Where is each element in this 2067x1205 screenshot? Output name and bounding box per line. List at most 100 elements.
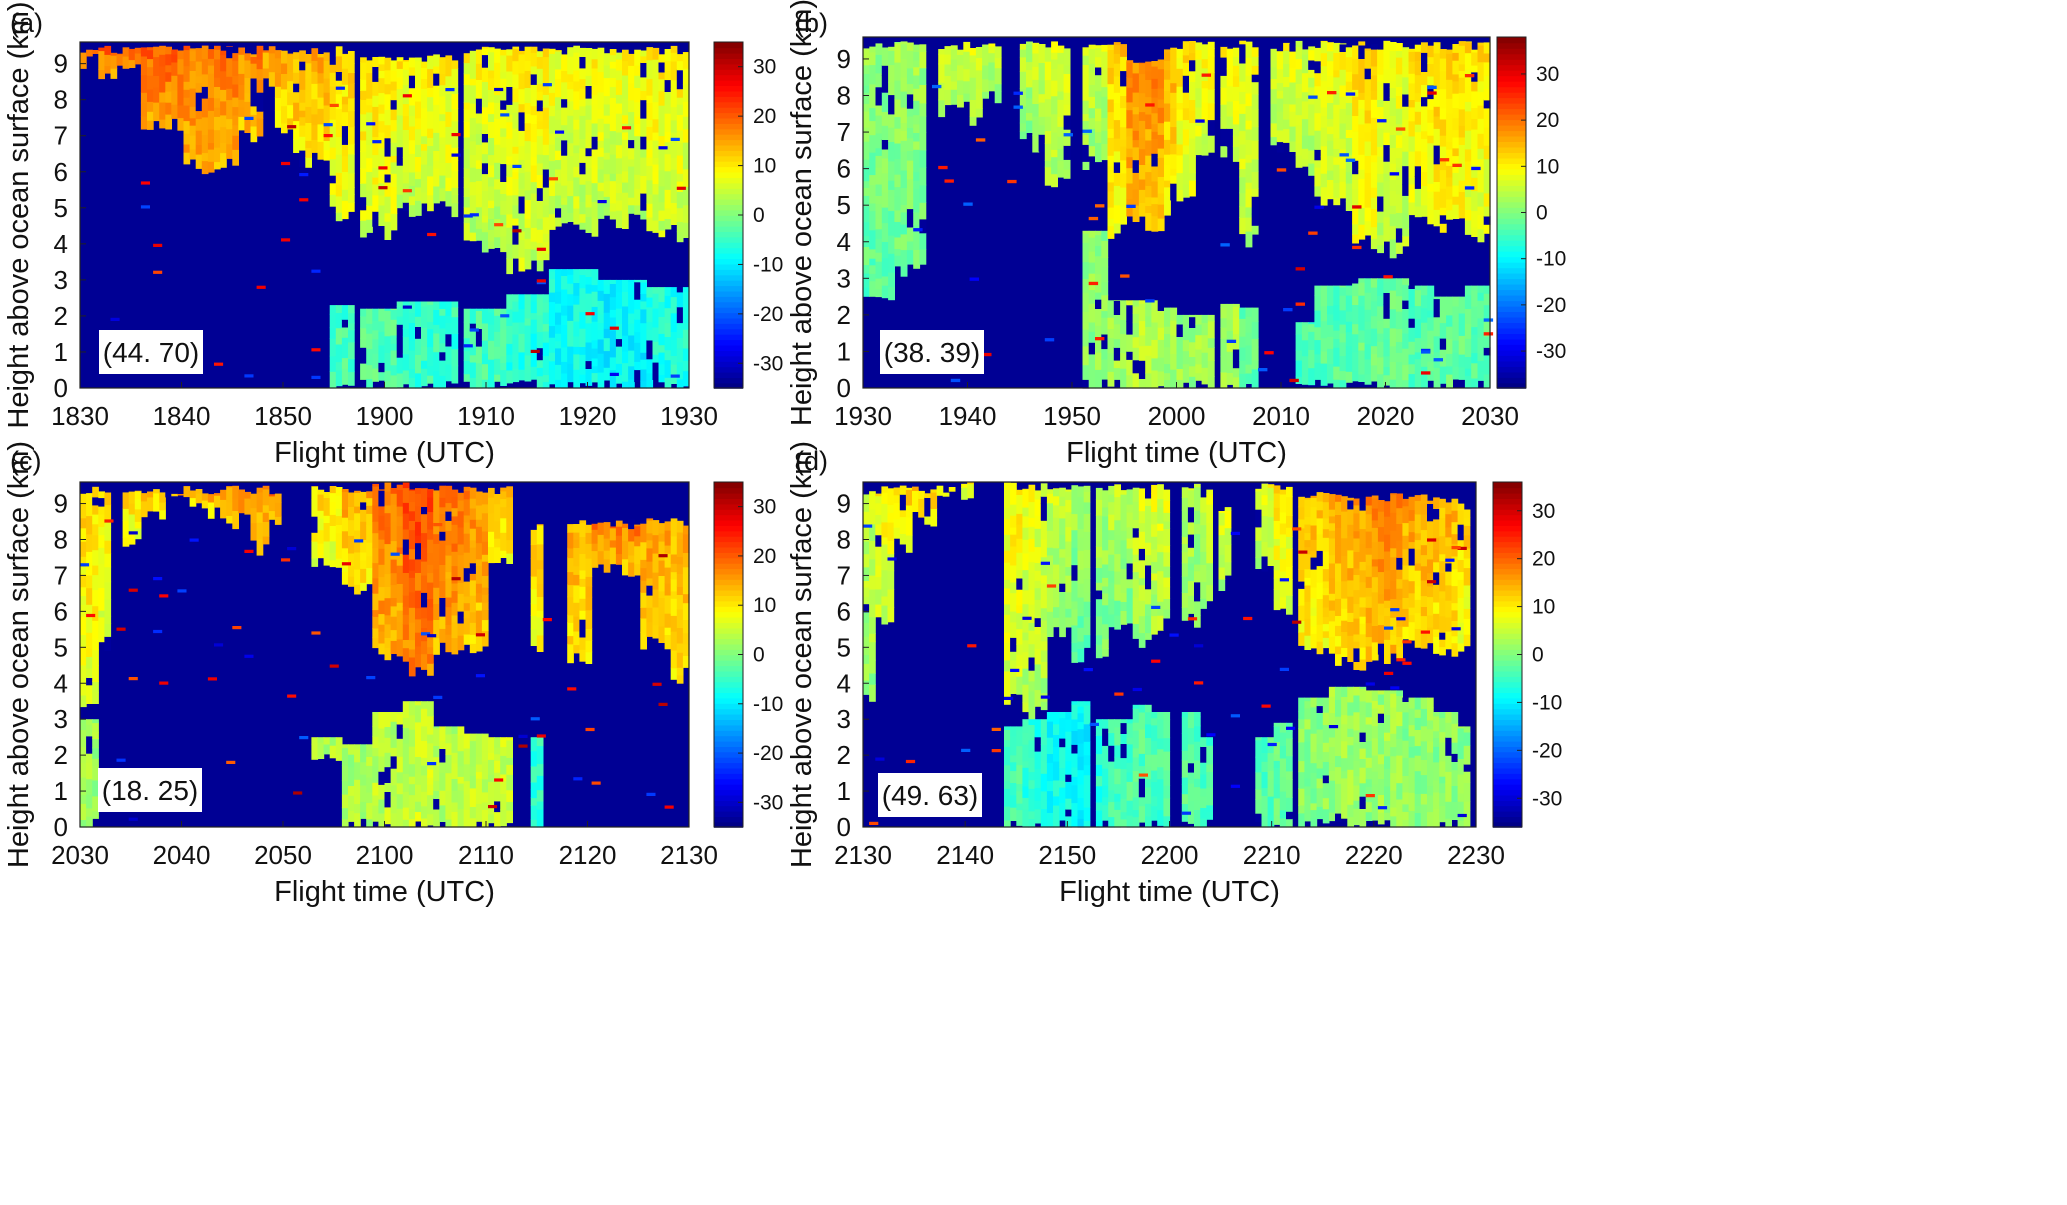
data-cell [1101,294,1109,312]
data-cell [463,581,471,597]
data-cell [354,539,364,543]
data-cell [427,137,434,146]
data-cell [1207,89,1215,104]
data-cell [390,812,398,828]
data-cell [1022,702,1030,713]
data-cell [1022,489,1030,508]
data-cell [238,489,245,501]
data-cell [214,49,221,60]
data-cell [341,562,351,566]
data-cell [1345,81,1353,91]
data-cell [670,331,678,340]
data-cell [634,115,641,124]
data-cell [1452,93,1460,108]
data-cell [244,374,254,378]
data-cell [1040,619,1048,634]
data-cell [603,279,611,286]
data-cell [634,279,641,283]
data-cell [888,64,895,83]
colorbar-segment [714,713,743,720]
data-cell [1251,47,1259,57]
y-tick-label: 9 [837,44,851,74]
data-cell [530,781,538,790]
data-cell [421,606,428,619]
data-cell [348,72,355,84]
data-cell [110,317,120,321]
data-cell [1189,122,1196,139]
data-cell [348,810,355,822]
data-cell [1370,154,1378,163]
data-cell [1207,376,1215,389]
data-cell [913,88,921,101]
data-cell [475,159,483,169]
data-cell [1107,371,1115,387]
data-cell [311,631,321,635]
data-cell [1101,96,1109,112]
data-cell [982,91,989,99]
data-cell [372,577,379,594]
data-cell [1019,130,1027,140]
data-cell [1314,104,1322,114]
data-cell [396,756,404,773]
data-cell [869,107,877,122]
data-cell [646,339,654,360]
data-cell [488,229,495,242]
data-cell [341,780,349,795]
data-cell [481,492,489,496]
colorbar-segment [714,193,743,200]
data-cell [887,512,895,523]
data-cell [591,321,599,341]
data-cell [628,350,635,367]
data-cell [402,312,410,329]
data-cell [1245,364,1253,374]
data-cell [207,65,215,74]
data-cell [1245,188,1253,208]
data-cell [863,541,870,555]
data-cell [664,49,672,62]
colorbar-segment [1497,283,1526,291]
colorbar-tick-label: -30 [1536,340,1566,363]
data-cell [1113,75,1121,93]
data-cell [116,54,124,66]
data-cell [1095,325,1102,338]
data-cell [408,104,416,116]
data-cell [1232,65,1240,77]
data-cell [427,490,434,498]
data-cell [451,496,459,509]
data-cell [646,119,654,127]
data-cell [634,563,641,576]
data-cell [1402,278,1410,285]
data-cell [1345,56,1353,72]
data-cell [1421,71,1428,85]
data-cell [536,745,544,765]
data-cell [542,187,550,206]
data-cell [299,69,306,81]
data-cell [494,205,501,220]
data-cell [384,181,392,197]
data-cell [573,45,580,53]
data-cell [317,510,325,519]
data-cell [293,139,300,153]
data-cell [682,322,690,330]
data-cell [591,550,599,568]
data-cell [408,204,416,217]
data-cell [1421,350,1431,354]
data-cell [80,719,87,723]
data-cell [1427,343,1435,355]
data-cell [1113,222,1121,234]
data-cell [900,249,908,267]
x-tick-label: 1830 [51,401,109,431]
data-cell [1458,70,1466,78]
data-cell [912,490,919,500]
data-cell [950,80,958,90]
data-cell [1402,106,1410,120]
data-cell [506,507,513,522]
data-cell [207,110,215,130]
data-cell [408,368,416,378]
data-cell [1226,319,1234,331]
data-cell [1439,49,1447,50]
data-cell [415,493,422,507]
data-cell [1034,736,1042,752]
data-cell [1022,668,1030,685]
data-cell [140,55,148,76]
